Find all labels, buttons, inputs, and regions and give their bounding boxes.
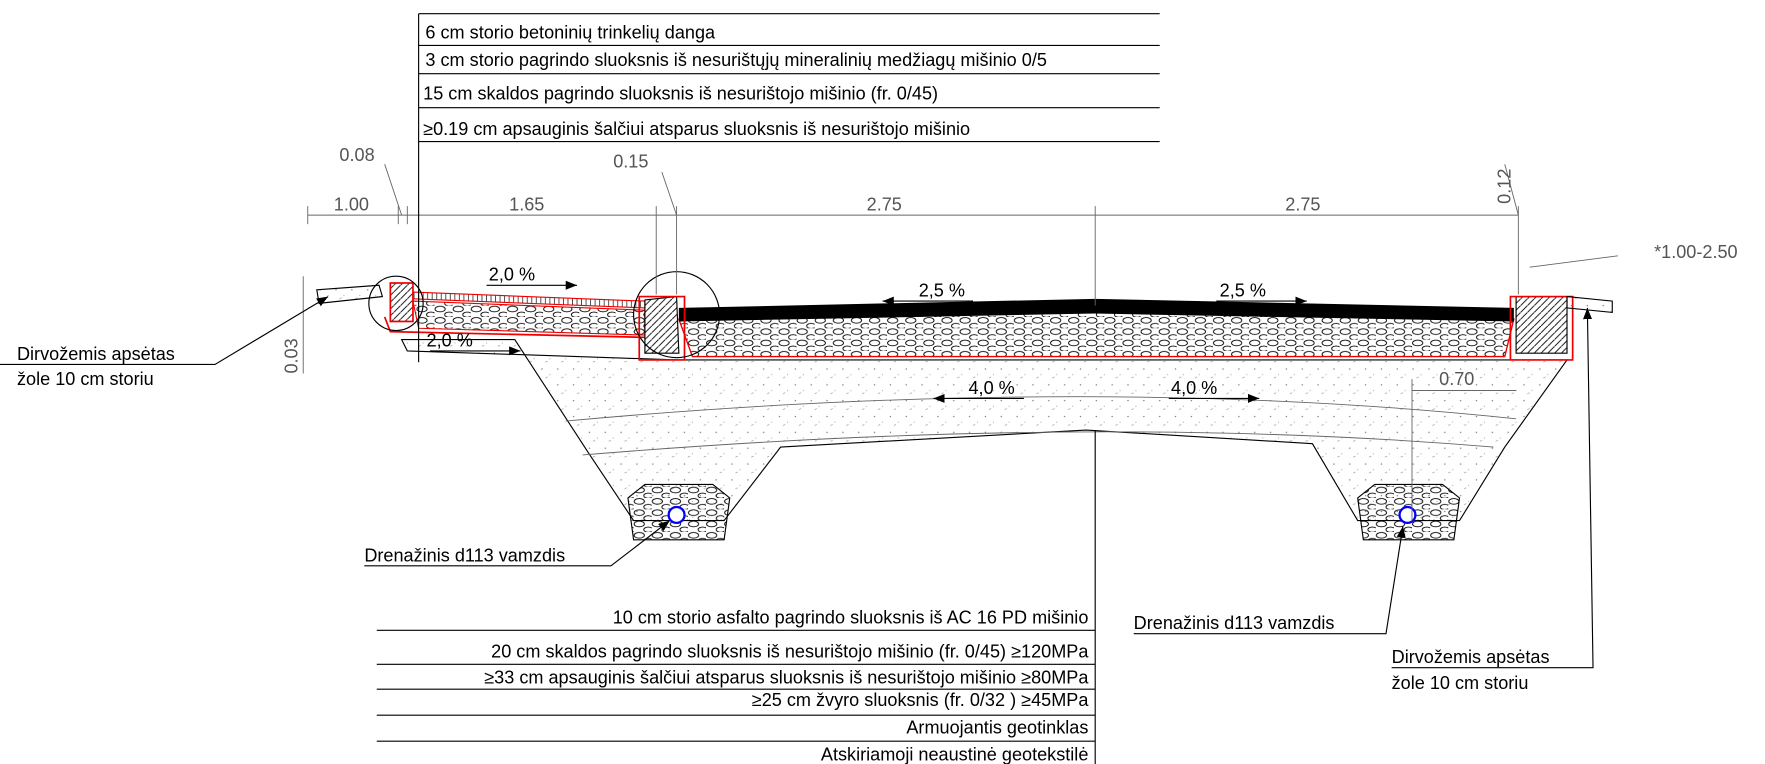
bottom-layer: 10 cm storio asfalto pagrindo sluoksnis … [613, 608, 1089, 628]
bottom-layer: ≥25 cm žvyro sluoksnis (fr. 0/32 ) ≥45MP… [752, 690, 1090, 710]
slope: 2,0 % [427, 330, 473, 350]
dimension: 0.12 [1494, 169, 1514, 204]
dimension: *1.00-2.50 [1654, 242, 1738, 262]
slope: 4,0 % [968, 378, 1014, 398]
road-cross-section: 6 cm storio betoninių trinkelių danga 3 … [0, 0, 1765, 764]
slope: 4,0 % [1171, 378, 1217, 398]
bottom-layer: Armuojantis geotinklas [906, 717, 1088, 737]
dimension: 0.70 [1439, 369, 1474, 389]
dimension: 0.15 [613, 152, 648, 172]
bottom-layer: ≥33 cm apsauginis šalčiui atsparus sluok… [484, 668, 1089, 688]
note: Dirvožemis apsėtas [1392, 647, 1550, 667]
dimension: 1.00 [334, 195, 369, 215]
top-layer: 3 cm storio pagrindo sluoksnis iš nesuri… [425, 50, 1047, 70]
note: Dirvožemis apsėtas [17, 344, 175, 364]
slope: 2,5 % [1220, 281, 1266, 301]
dimension: 1.65 [509, 195, 544, 215]
top-layer: ≥0.19 cm apsauginis šalčiui atsparus slu… [423, 119, 970, 139]
dimension: 2.75 [867, 195, 902, 215]
top-layer: 15 cm skaldos pagrindo sluoksnis iš nesu… [423, 84, 938, 104]
dimension: 0.08 [339, 145, 374, 165]
dimension: 2.75 [1285, 195, 1320, 215]
bottom-layer: Atskiriamoji neaustinė geotekstilė [821, 744, 1089, 764]
slope: 2,5 % [919, 281, 965, 301]
dimension: 0.03 [282, 338, 302, 373]
bottom-layer: 20 cm skaldos pagrindo sluoksnis iš nesu… [491, 641, 1089, 661]
note: žole 10 cm storiu [17, 369, 154, 389]
note: žole 10 cm storiu [1392, 673, 1529, 693]
note: Drenažinis d113 vamzdis [364, 545, 565, 565]
note: Drenažinis d113 vamzdis [1134, 613, 1335, 633]
top-layer: 6 cm storio betoninių trinkelių danga [425, 23, 716, 43]
slope: 2,0 % [489, 265, 535, 285]
